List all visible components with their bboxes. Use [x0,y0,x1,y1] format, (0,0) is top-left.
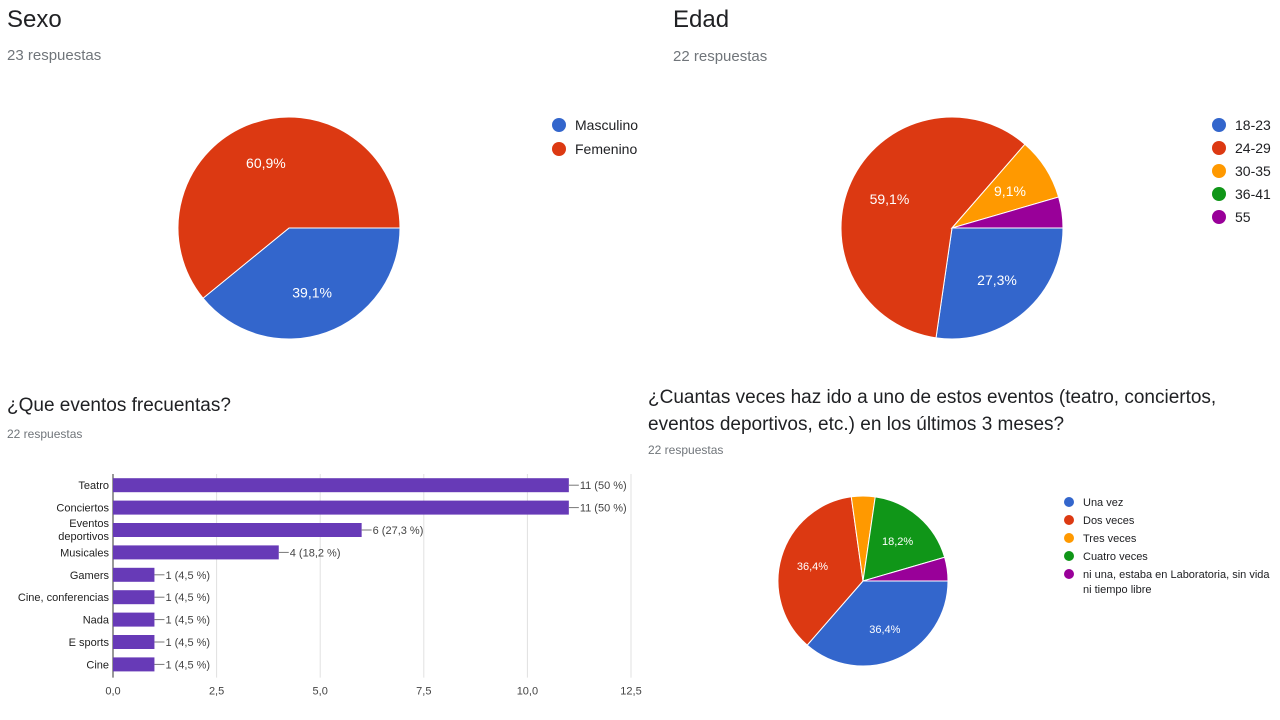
bar-e-sports [113,635,155,649]
chart-subtitle-edad: 22 respuestas [673,48,768,65]
pie-data-label: 9,1% [994,183,1026,199]
x-tick-label: 0,0 [105,686,120,698]
bar-value-label: 1 (4,5 %) [165,659,210,671]
chart-title-veces: ¿Cuantas veces haz ido a uno de estos ev… [648,387,1217,435]
y-category-label: Teatro [78,480,109,492]
legend-swatch [1212,210,1226,224]
bar-value-label: 1 (4,5 %) [165,592,210,604]
legend-label-masculino: Masculino [575,117,638,133]
pie-chart-sexo: 39,1% 60,9% Masculino Femenino [177,116,638,340]
legend-label-18-23: 18-23 [1235,117,1271,133]
bar-musicales [113,545,279,560]
legend-label-24-29: 24-29 [1235,140,1271,156]
pie-slice-24-29 [840,116,1026,339]
pie-slice-dos-veces [777,496,864,646]
legend-swatch [1212,187,1226,201]
legend-swatch [552,118,566,132]
bar-cine [113,657,155,672]
y-category-label: Eventos deportivos [58,518,109,543]
chart-subtitle-eventos: 22 respuestas [7,427,83,441]
pie-slice-cuatro-veces [862,496,946,582]
bar-conciertos [113,500,569,515]
y-category-label: Cine [86,659,109,671]
legend-swatch [1064,515,1074,525]
legend-label-una-vez: Una vez [1083,497,1123,509]
y-category-label: Cine, conferencias [18,592,110,604]
pie-slice-masculino [202,227,401,340]
pie-data-label: 39,1% [292,285,332,301]
bar-value-label: 1 (4,5 %) [165,637,210,649]
bar-value-label: 4 (18,2 %) [290,547,341,559]
legend-label-cuatro-veces: Cuatro veces [1083,551,1148,563]
pie-data-label: 60,9% [246,155,286,171]
legend-swatch [1212,118,1226,132]
pie-slice-55 [951,196,1064,229]
legend-label-femenino: Femenino [575,141,637,157]
y-category-label: Nada [83,615,110,627]
bar-chart-eventos: 0,0 2,5 5,0 7,5 10,0 12,5 Teatro 11 (50 %) Conci… [18,474,642,698]
bar-eventos-deportivos [113,523,362,537]
y-category-label: E sports [69,637,110,649]
legend-label-tres-veces: Tres veces [1083,533,1137,545]
legend-label-30-35: 30-35 [1235,163,1271,179]
pie-chart-edad: 27,3% 59,1% 9,1% 18-23 24-29 30-35 36-41 55 [840,116,1271,340]
pie-slice-18-23 [935,227,1064,340]
y-category-label: Gamers [70,570,110,582]
legend-swatch [1064,497,1074,507]
pie-slice-ni-una-estaba-en-laboratoria-sin-vida-ni-tiempo-libre [862,556,949,582]
legend-label-36-41: 36-41 [1235,186,1271,202]
legend-label-ni-una-estaba-en-laboratoria-sin-vida-ni-tiempo-libre: ni una, estaba en Laboratoria, sin vida n… [1083,569,1270,596]
pie-data-label: 27,3% [977,272,1017,288]
x-tick-label: 10,0 [517,686,538,698]
chart-title-eventos: ¿Que eventos frecuentas? [7,395,231,416]
bar-cine-conferencias [113,590,155,605]
legend-swatch [1212,141,1226,155]
pie-data-label: 59,1% [870,191,910,207]
bar-gamers [113,567,155,582]
y-category-label: Conciertos [56,503,109,515]
pie-slice-una-vez [806,580,949,667]
y-category-label: Musicales [60,547,109,559]
bar-value-label: 11 (50 %) [580,503,627,515]
legend-swatch [552,142,566,156]
x-tick-label: 5,0 [313,686,328,698]
chart-title-sexo: Sexo [7,6,62,33]
legend-swatch [1212,164,1226,178]
legend-swatch [1064,533,1074,543]
x-tick-label: 7,5 [416,686,431,698]
legend-label-55: 55 [1235,209,1251,225]
x-tick-label: 12,5 [620,686,641,698]
chart-subtitle-veces: 22 respuestas [648,443,724,457]
bar-nada [113,612,155,627]
bar-value-label: 1 (4,5 %) [165,615,210,627]
legend-swatch [1064,569,1074,579]
bar-teatro [113,478,569,493]
pie-data-label: 36,4% [797,561,828,573]
chart-subtitle-sexo: 23 respuestas [7,47,102,64]
pie-data-label: 36,4% [869,624,900,636]
bar-value-label: 1 (4,5 %) [165,570,210,582]
pie-slice-femenino [177,116,401,299]
pie-chart-veces: 36,4% 36,4% 18,2% Una vez Dos veces Tres vec… [777,495,1270,667]
chart-title-edad: Edad [673,6,730,33]
bar-value-label: 6 (27,3 %) [373,525,424,537]
legend-swatch [1064,551,1074,561]
pie-data-label: 18,2% [882,536,913,548]
x-tick-label: 2,5 [209,686,224,698]
bar-value-label: 11 (50 %) [580,480,627,492]
legend-label-dos-veces: Dos veces [1083,515,1135,527]
